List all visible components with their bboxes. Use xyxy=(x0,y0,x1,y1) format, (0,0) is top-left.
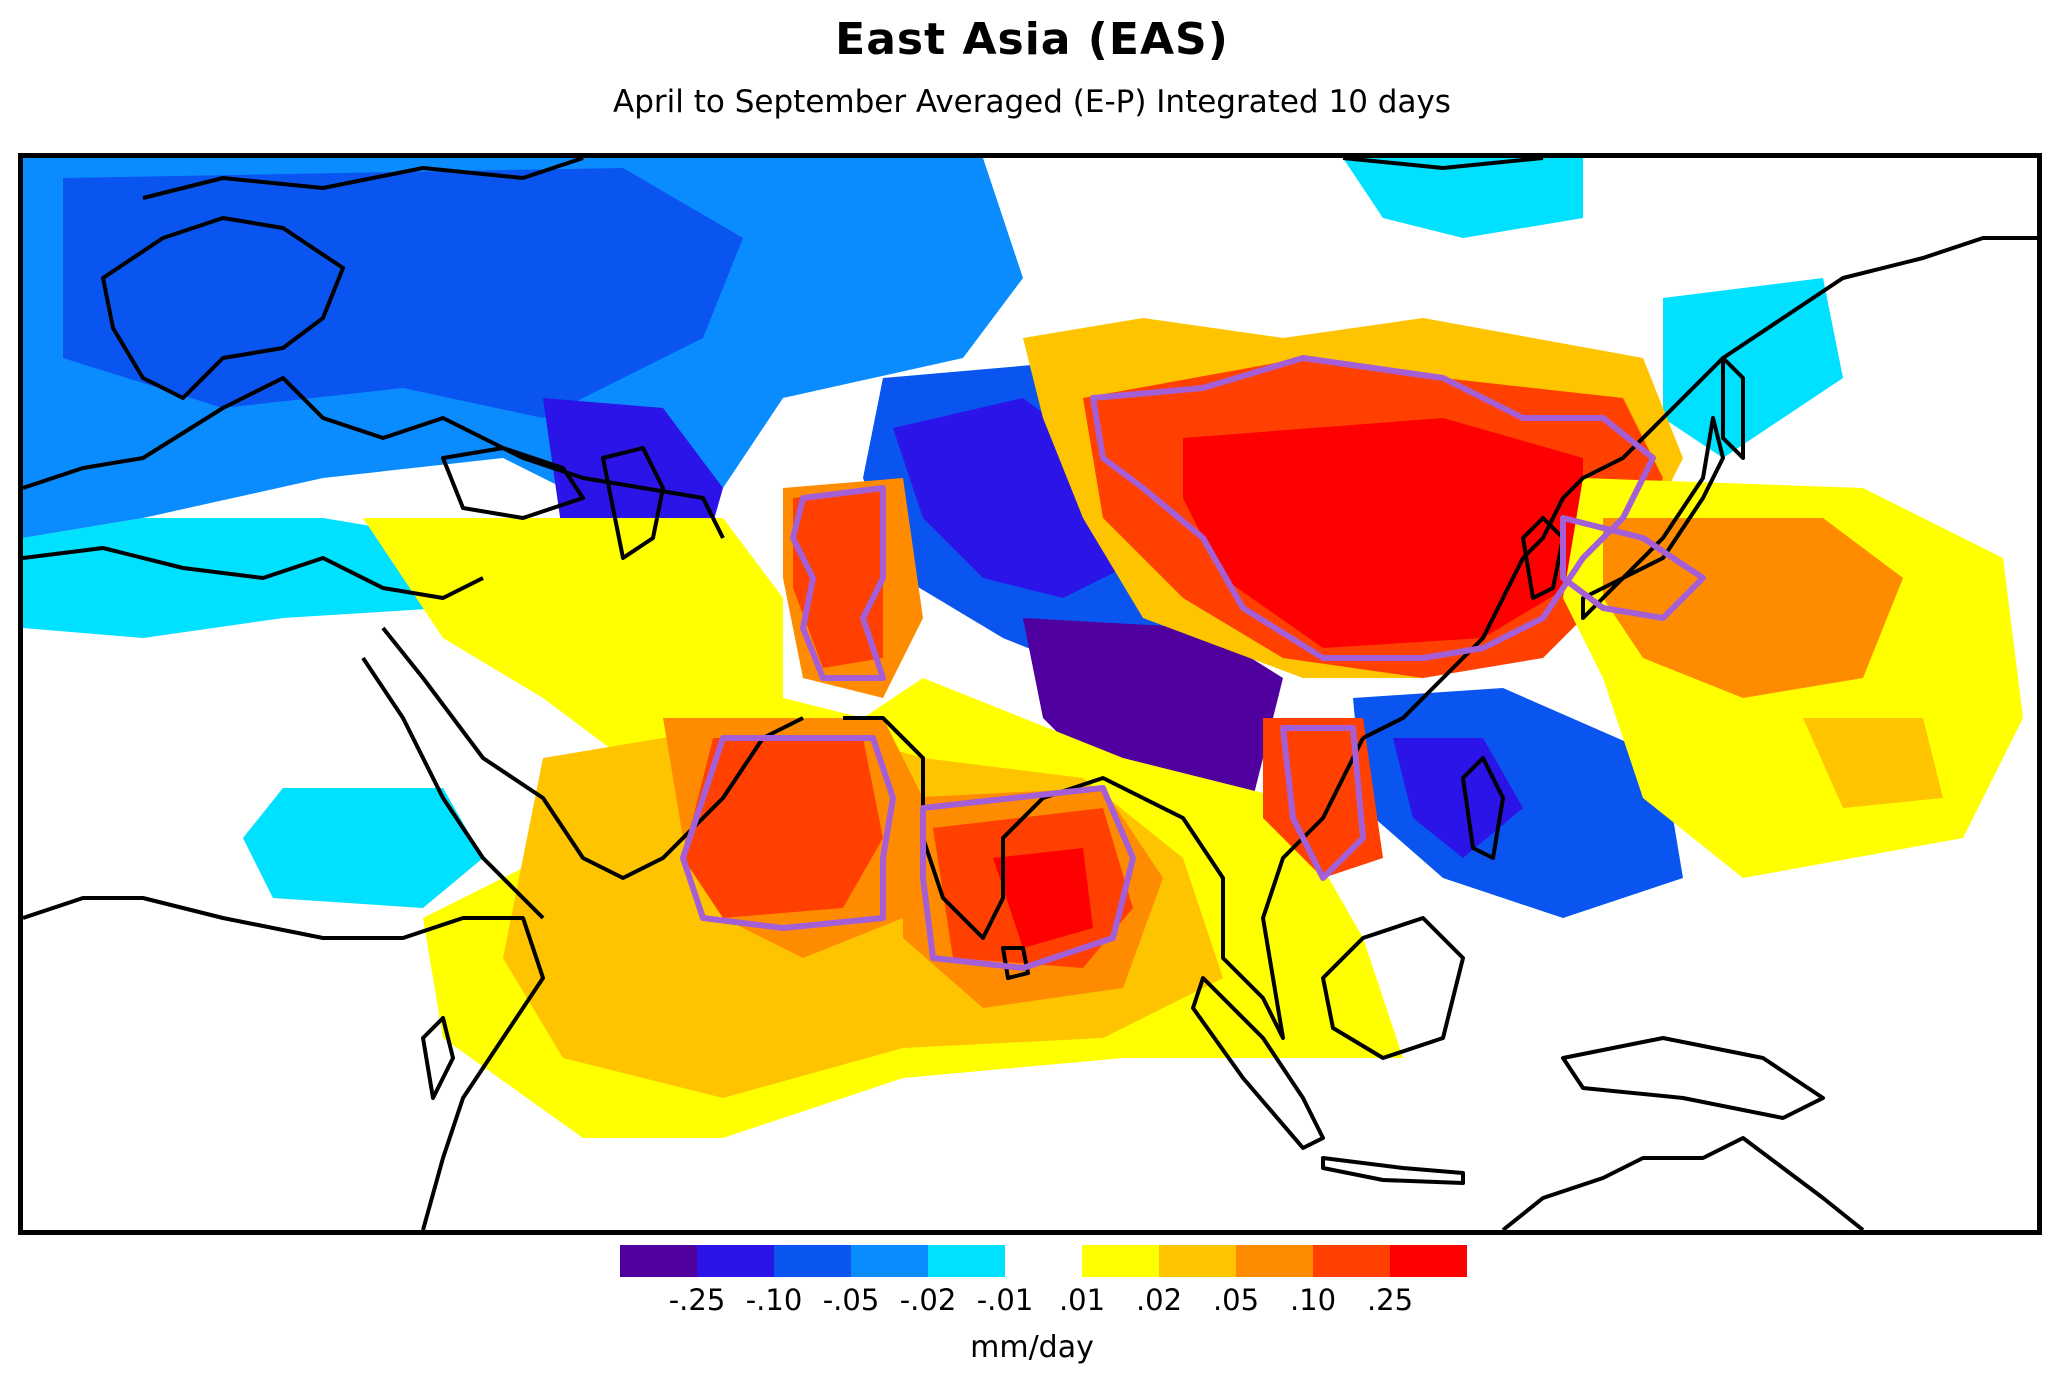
coast-sumatra xyxy=(1191,976,1325,1150)
map-panel xyxy=(18,153,2042,1235)
colorbar-tick-label: -.01 xyxy=(976,1283,1034,1317)
coast-europe xyxy=(23,376,725,539)
coast-arctic-east xyxy=(1342,158,1544,170)
coast-black-sea xyxy=(441,446,585,520)
field-philippines-deep xyxy=(1393,738,1523,858)
coast-japan xyxy=(1581,416,1725,620)
coast-caspian xyxy=(601,446,665,560)
colorbar-tick-label: -.02 xyxy=(899,1283,957,1317)
field-arabia-cyan xyxy=(243,788,483,908)
colorbar-tick-label: .25 xyxy=(1366,1283,1414,1317)
colorbar-swatch-pos-005 xyxy=(1236,1245,1313,1277)
colorbar-swatch-neg-025 xyxy=(620,1245,697,1277)
field-bay-core xyxy=(993,848,1093,948)
field-china-core xyxy=(1183,418,1583,648)
coast-borneo xyxy=(1321,916,1465,1060)
colorbar-units: mm/day xyxy=(970,1330,1094,1365)
coast-africa xyxy=(23,896,545,1230)
colorbar-swatch-pos-010 xyxy=(1313,1245,1390,1277)
map-title: East Asia (EAS) xyxy=(835,14,1229,65)
field-cyan-west xyxy=(23,518,443,638)
colorbar-swatch-neg-002 xyxy=(851,1245,928,1277)
colorbar-swatch-neg-010 xyxy=(697,1245,774,1277)
colorbar-swatch-neg-001 xyxy=(928,1245,1005,1277)
colorbar-tick-label: -.10 xyxy=(745,1283,803,1317)
field-pacific-east-amber xyxy=(1803,718,1943,808)
coast-sakhalin xyxy=(1721,356,1745,460)
coast-korea xyxy=(1521,516,1565,600)
coast-mediterranean xyxy=(23,546,484,600)
coastlines xyxy=(23,158,2037,1230)
colorbar-tick-label: .02 xyxy=(1135,1283,1183,1317)
colorbar-swatch-pos-001 xyxy=(1082,1245,1159,1277)
colorbar-swatch-pos-002 xyxy=(1159,1245,1236,1277)
field-map xyxy=(23,158,2037,1230)
colorbar-gap xyxy=(1005,1245,1082,1277)
significance-contours xyxy=(680,355,1706,971)
colorbar xyxy=(620,1245,1467,1277)
colorbar-tick-label: .10 xyxy=(1289,1283,1337,1317)
field-central-asia-red xyxy=(793,488,883,668)
coast-indochina xyxy=(1142,737,1365,1040)
contour-bay-of-bengal xyxy=(920,785,1136,971)
map-subtitle: April to September Averaged (E-P) Integr… xyxy=(613,84,1451,120)
contour-central-asia xyxy=(790,485,886,681)
colorbar-tick-label: -.05 xyxy=(822,1283,880,1317)
colorbar-tick-label: -.25 xyxy=(668,1283,726,1317)
coast-philippines xyxy=(1461,756,1505,860)
coast-arabia xyxy=(381,626,804,880)
contour-china xyxy=(1090,355,1656,661)
contour-gulf xyxy=(1280,725,1366,881)
contour-arabian-sea xyxy=(680,735,896,931)
field-kamchatka-cyan xyxy=(1663,278,1843,458)
coast-arctic xyxy=(142,158,584,200)
coast-java xyxy=(1321,1156,1465,1185)
coast-red-sea xyxy=(361,656,545,920)
coast-new-guinea xyxy=(1561,1036,1825,1120)
coast-australia xyxy=(1501,1136,1865,1230)
field-northeast-cyan xyxy=(1343,158,1583,238)
contour-japan-sea xyxy=(1560,515,1706,621)
coast-china xyxy=(1362,236,2037,740)
colorbar-tick-label: .05 xyxy=(1212,1283,1260,1317)
colorbar-tick-label: .01 xyxy=(1058,1283,1106,1317)
positive-field xyxy=(363,318,2023,1138)
colorbar-swatch-neg-005 xyxy=(774,1245,851,1277)
coast-madagascar xyxy=(421,1016,455,1100)
coast-scandinavia xyxy=(101,216,345,400)
colorbar-swatch-pos-025 xyxy=(1390,1245,1467,1277)
